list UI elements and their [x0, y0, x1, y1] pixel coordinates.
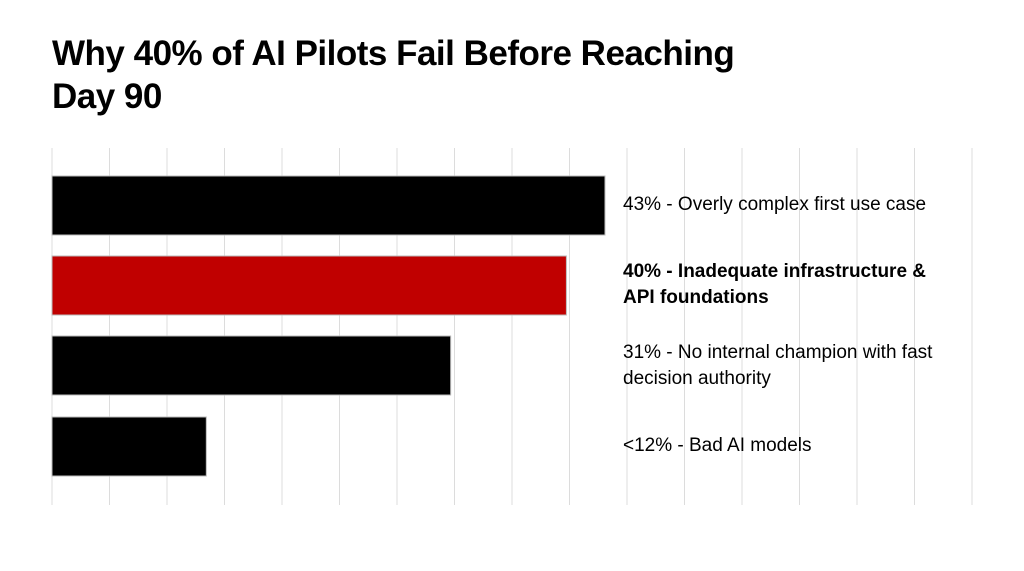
bar [51, 416, 207, 477]
bar [51, 335, 452, 396]
chart-title: Why 40% of AI Pilots Fail Before Reachin… [52, 34, 735, 116]
bar-label: <12% - Bad AI models [623, 435, 812, 456]
bar [51, 255, 567, 316]
bar [51, 175, 606, 236]
bar-label: 43% - Overly complex first use case [623, 194, 927, 215]
bar-label: 40% - Inadequate infrastructure & API fo… [623, 261, 927, 308]
bar-label: 31% - No internal champion with fast dec… [623, 342, 933, 389]
